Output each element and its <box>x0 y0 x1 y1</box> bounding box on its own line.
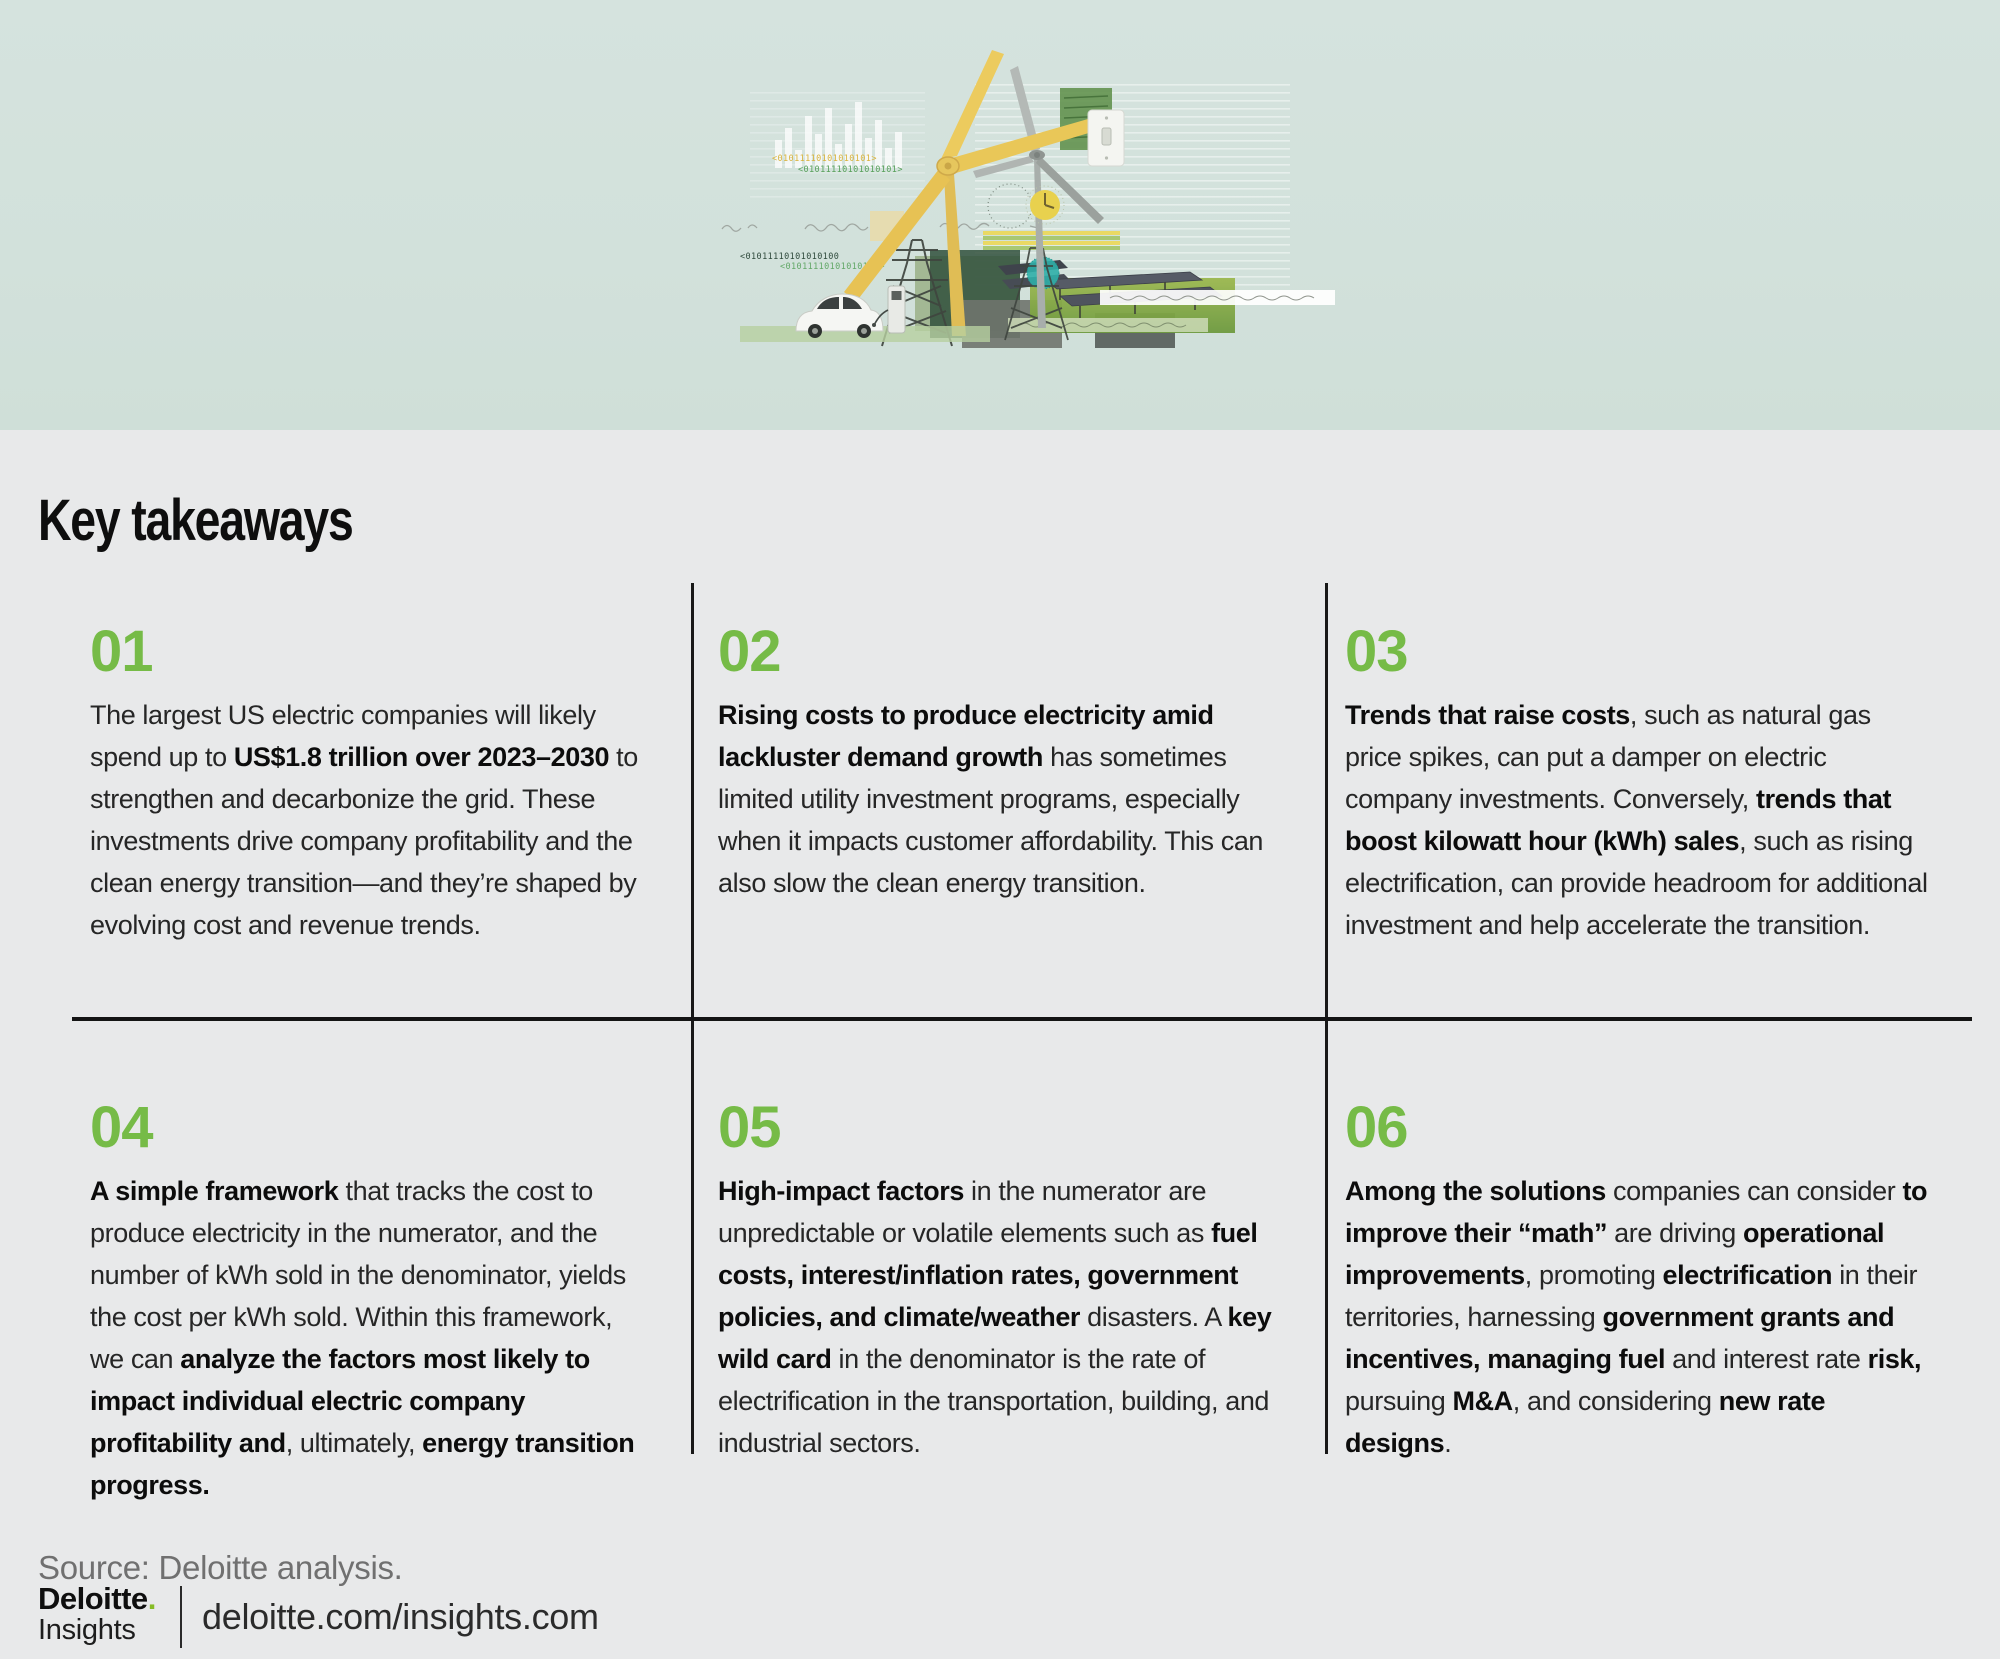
light-switch <box>1087 109 1125 167</box>
takeaway-05: 05 High-impact factors in the numerator … <box>718 1098 1288 1464</box>
binary-code-text: <01011110101010101> <box>772 154 877 164</box>
ev-car <box>795 293 884 338</box>
takeaway-text: The largest US electric companies will l… <box>90 700 638 940</box>
takeaway-01: 01 The largest US electric companies wil… <box>90 622 650 946</box>
takeaway-number: 04 <box>90 1095 154 1160</box>
horizontal-divider <box>72 1017 1972 1021</box>
white-bar-chart <box>775 102 902 168</box>
footer-url[interactable]: deloitte.com/insights.com <box>202 1596 599 1637</box>
takeaway-number: 05 <box>718 1095 782 1160</box>
takeaway-text: Rising costs to produce electricity amid… <box>718 700 1264 898</box>
hero-banner: <01011110101010101> <01011110101010101> … <box>0 0 2000 430</box>
deloitte-insights-logo: Deloitte. Insights <box>38 1581 157 1646</box>
binary-code-text: <01011110101010101> <box>798 165 903 175</box>
white-note-strip <box>1100 290 1335 305</box>
gray-wind-turbine <box>973 66 1104 328</box>
takeaway-06: 06 Among the solutions companies can con… <box>1345 1098 1930 1464</box>
takeaway-text: High-impact factors in the numerator are… <box>718 1176 1272 1458</box>
takeaway-text: Among the solutions companies can consid… <box>1345 1176 1928 1458</box>
takeaway-02: 02 Rising costs to produce electricity a… <box>718 622 1288 904</box>
takeaway-text: Trends that raise costs, such as natural… <box>1345 700 1928 940</box>
ev-charging-station <box>872 285 906 334</box>
takeaway-number: 02 <box>718 619 782 684</box>
takeaway-text: A simple framework that tracks the cost … <box>90 1176 635 1500</box>
binary-code-text: <01011110101010100 <box>740 252 839 262</box>
energy-collage-illustration: <01011110101010101> <01011110101010101> … <box>721 50 1335 348</box>
source-note: Source: Deloitte analysis. <box>38 1549 403 1586</box>
footer: Deloitte. Insights deloitte.com/insights… <box>38 1581 599 1654</box>
takeaways-grid: 01 The largest US electric companies wil… <box>72 583 1972 1500</box>
deloitte-wordmark: Deloitte. <box>38 1581 157 1616</box>
transmission-tower <box>1004 247 1069 341</box>
binary-code-text: <01011110101010101> <box>780 262 885 272</box>
page-title: Key takeaways <box>38 487 354 553</box>
takeaway-number: 03 <box>1345 619 1409 684</box>
clock-icon <box>1025 185 1065 225</box>
insights-wordmark: Insights <box>38 1614 136 1646</box>
takeaway-04: 04 A simple framework that tracks the co… <box>90 1098 650 1506</box>
brand-green-dot: . <box>147 1581 157 1616</box>
yellow-wind-turbine <box>844 50 1092 336</box>
footer-divider <box>180 1586 182 1648</box>
brand-text: Deloitte <box>38 1581 148 1616</box>
takeaway-03: 03 Trends that raise costs, such as natu… <box>1345 622 1930 946</box>
takeaway-number: 01 <box>90 619 154 684</box>
striped-bar <box>983 231 1120 250</box>
takeaway-number: 06 <box>1345 1095 1409 1160</box>
